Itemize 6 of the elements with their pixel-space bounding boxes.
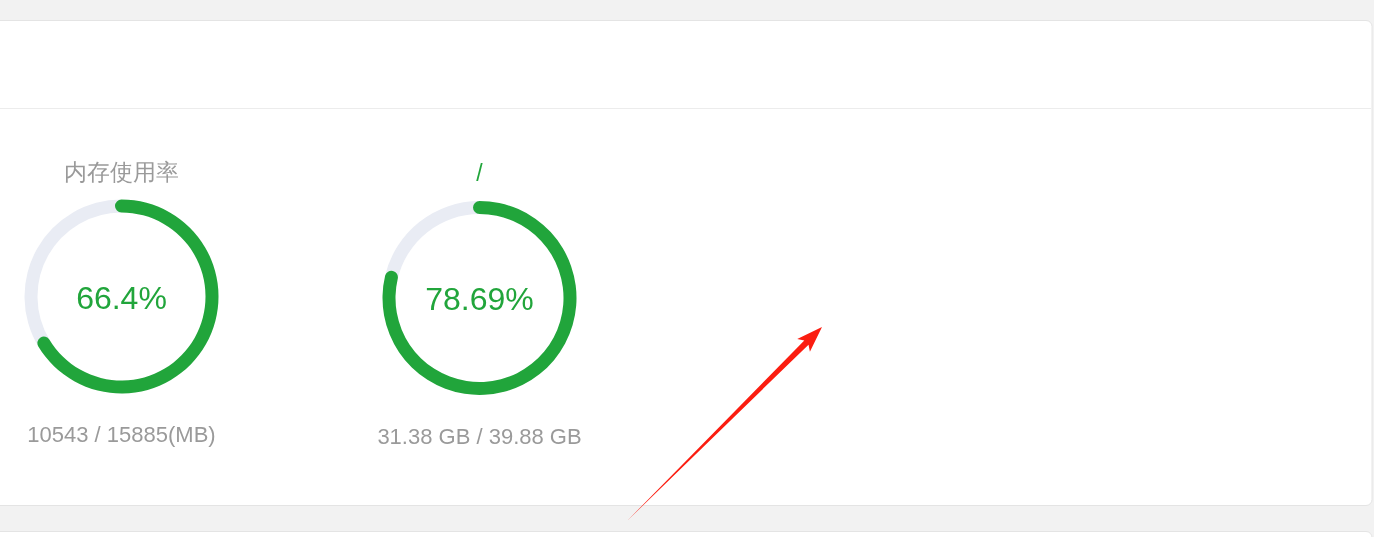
data-label: 66.4% — [76, 279, 167, 316]
text: 10543 / 15885(MB) — [27, 422, 216, 447]
text: 31.38 GB / 39.88 GB — [377, 423, 582, 449]
chart-title: / — [476, 160, 484, 186]
data-label: 78.69% — [425, 281, 534, 317]
chart-title: 内存使用率 — [64, 158, 179, 185]
